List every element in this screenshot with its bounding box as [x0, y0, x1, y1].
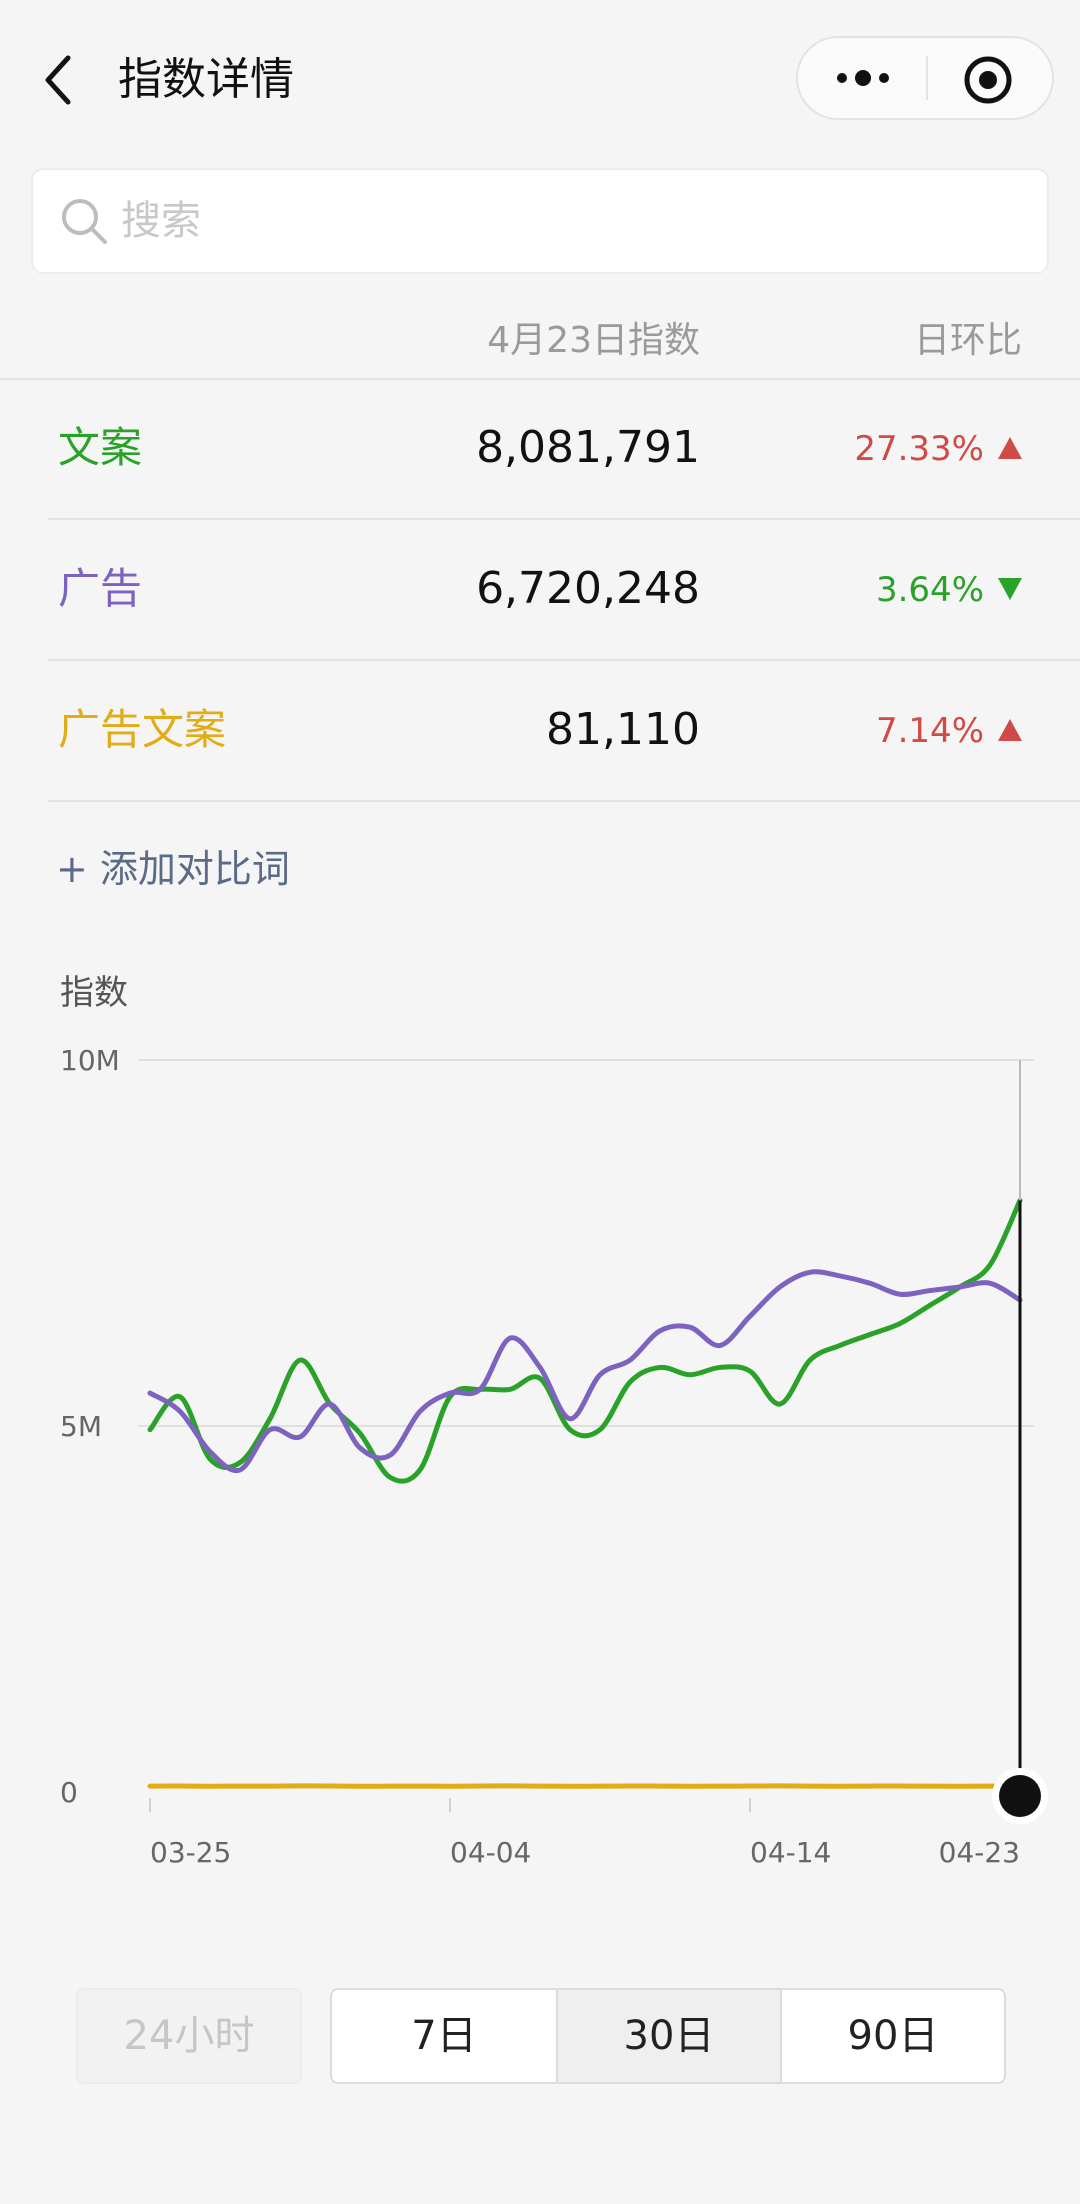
- keyword-day-ratio: 27.33%: [854, 424, 1022, 474]
- capsule-divider: [926, 56, 928, 100]
- keyword-index-value: 6,720,248: [476, 563, 700, 614]
- range-90d-button[interactable]: 90日: [847, 2013, 939, 2059]
- index-trend-chart[interactable]: 指数 10M 5M 0 03-25 04-04 04-14 04-23: [0, 960, 1080, 1880]
- x-tick-label: 04-04: [450, 1836, 531, 1869]
- keyword-row-guanggao-wenan[interactable]: 广告文案 81,110 7.14%: [48, 662, 1080, 802]
- keyword-row-guanggao[interactable]: 广告 6,720,248 3.64%: [48, 521, 1080, 661]
- cursor-handle: [999, 1775, 1041, 1817]
- keyword-name: 文案: [58, 423, 143, 472]
- series-line-广告: [147, 1269, 1023, 1474]
- search-input[interactable]: 搜索: [31, 168, 1049, 274]
- target-circle-icon[interactable]: [958, 50, 1018, 110]
- keyword-name: 广告: [58, 564, 143, 613]
- divider: [0, 378, 1080, 380]
- x-tick-label: 04-14: [750, 1836, 831, 1869]
- x-tick-label: 03-25: [150, 1836, 231, 1869]
- y-tick-label: 5M: [60, 1410, 102, 1443]
- range-24h-button: 24小时: [76, 1988, 302, 2084]
- add-compare-word-link[interactable]: + 添加对比词: [56, 847, 290, 891]
- divider: [48, 800, 1080, 802]
- up-triangle-icon: [998, 436, 1022, 459]
- down-triangle-icon: [998, 577, 1022, 600]
- back-chevron-icon[interactable]: [40, 52, 80, 108]
- mini-program-capsule: [796, 36, 1054, 120]
- up-triangle-icon: [998, 718, 1022, 741]
- search-icon: [62, 199, 107, 244]
- x-tick-label: 04-23: [939, 1836, 1020, 1869]
- chart-y-label: 指数: [60, 973, 128, 1013]
- keyword-row-wenan[interactable]: 文案 8,081,791 27.33%: [48, 380, 1080, 520]
- series-line-文案: [147, 1197, 1023, 1484]
- keyword-index-value: 81,110: [546, 704, 700, 755]
- keyword-day-ratio: 7.14%: [876, 706, 1022, 756]
- search-placeholder: 搜索: [121, 198, 201, 244]
- range-30d-button[interactable]: 30日: [558, 1990, 782, 2082]
- y-tick-label: 10M: [60, 1044, 120, 1077]
- column-header-date: 4月23日指数: [487, 320, 700, 361]
- y-tick-label: 0: [60, 1776, 78, 1809]
- keyword-name: 广告文案: [58, 705, 227, 754]
- nav-bar: 指数详情: [0, 0, 1080, 160]
- range-segmented-control: 7日 30日 90日: [330, 1988, 1006, 2084]
- keyword-index-value: 8,081,791: [476, 422, 700, 473]
- page-title: 指数详情: [118, 54, 294, 105]
- more-dots-icon[interactable]: [828, 58, 898, 98]
- column-header-ratio: 日环比: [913, 320, 1022, 361]
- range-7d-button[interactable]: 7日: [332, 1990, 558, 2082]
- divider: [48, 659, 1080, 661]
- divider: [48, 518, 1080, 520]
- keyword-day-ratio: 3.64%: [876, 565, 1022, 615]
